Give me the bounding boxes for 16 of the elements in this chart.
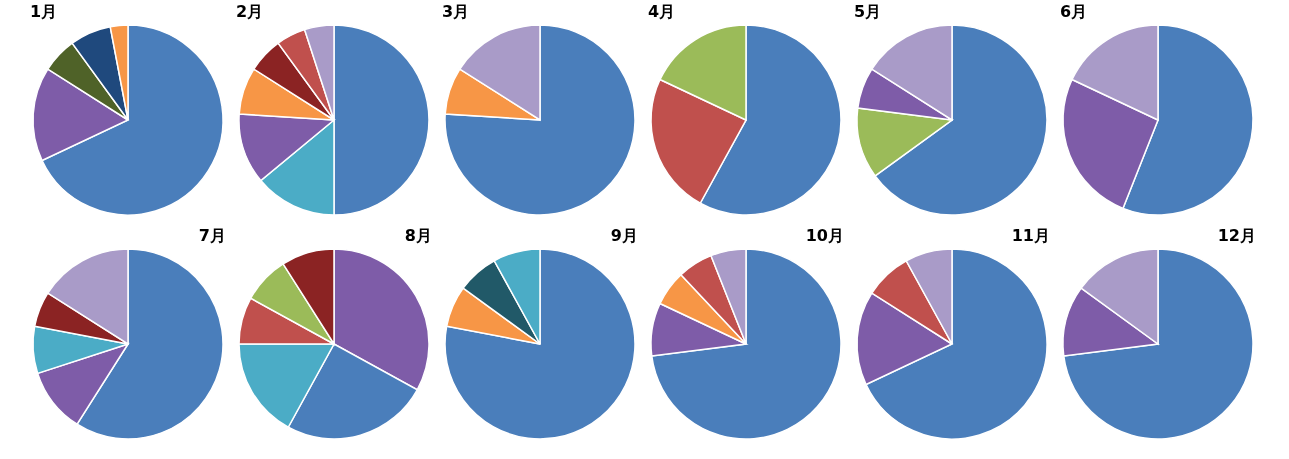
pie-slice [444, 248, 636, 440]
chart-title: 7月 [198, 226, 226, 245]
chart-title: 1月 [30, 2, 58, 21]
chart-title: 8月 [404, 226, 432, 245]
chart-title: 6月 [1060, 2, 1088, 21]
chart-title: 2月 [236, 2, 264, 21]
chart-title: 4月 [648, 2, 676, 21]
pie-slice [651, 248, 842, 440]
pie-slice [1063, 248, 1254, 440]
chart-title: 11月 [1011, 226, 1050, 245]
chart-title: 3月 [442, 2, 470, 21]
chart-title: 10月 [805, 226, 844, 245]
chart-title: 12月 [1217, 226, 1256, 245]
chart-title: 9月 [610, 226, 638, 245]
pie-slice [444, 24, 636, 216]
chart-title: 5月 [854, 2, 882, 21]
